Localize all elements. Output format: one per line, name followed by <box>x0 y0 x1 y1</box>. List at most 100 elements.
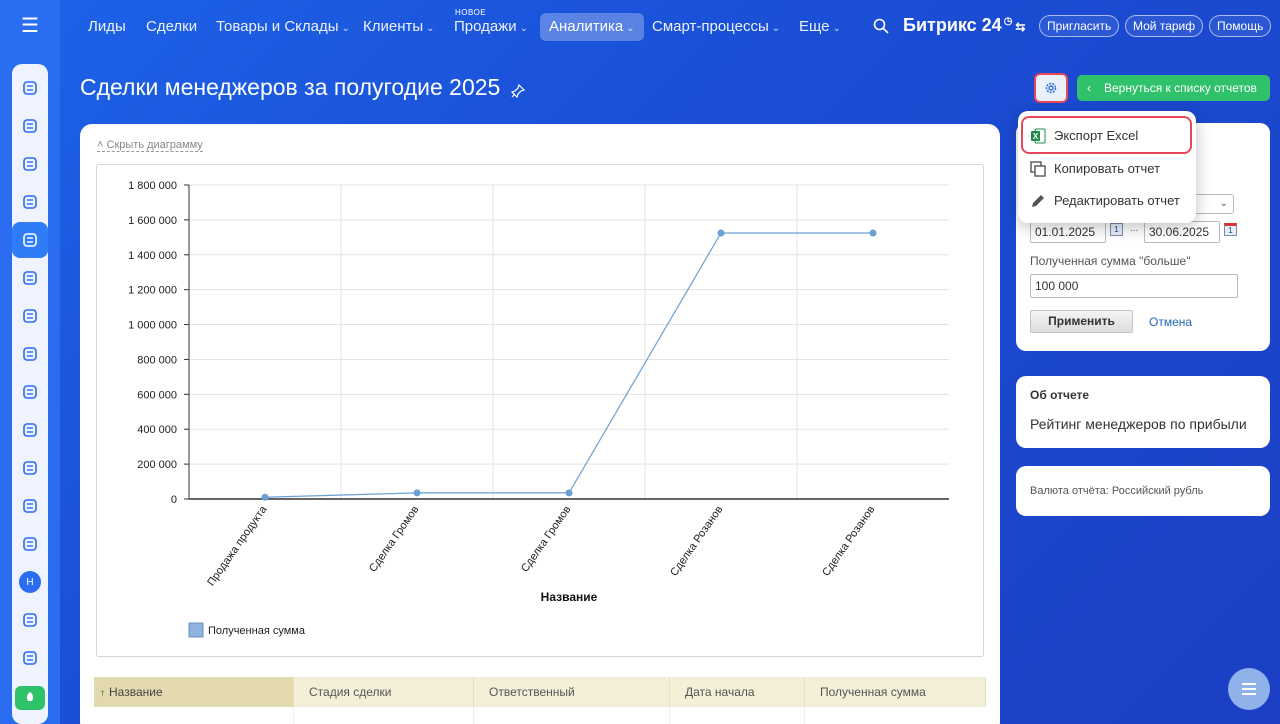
apply-button[interactable]: Применить <box>1030 310 1133 333</box>
date-from-input[interactable]: 01.01.2025 <box>1030 221 1106 243</box>
nav-item-label: Продажи <box>454 18 517 35</box>
search-icon[interactable] <box>873 18 889 34</box>
contacts-icon[interactable] <box>12 450 48 486</box>
amount-filter-label: Полученная сумма "больше" <box>1030 254 1191 268</box>
data-point <box>869 229 877 237</box>
y-tick-label: 1 600 000 <box>128 215 177 227</box>
table-cell <box>94 707 294 724</box>
nav-item-1[interactable]: Сделки <box>146 13 197 41</box>
nav-item-2[interactable]: Товары и Склады ⌄ <box>216 13 350 41</box>
nav-item-label: Товары и Склады <box>216 18 339 35</box>
back-to-reports-button[interactable]: ‹ Вернуться к списку отчетов <box>1077 75 1270 101</box>
drive-icon[interactable] <box>12 374 48 410</box>
help-button[interactable]: Помощь <box>1209 15 1272 37</box>
column-header-label: Стадия сделки <box>309 685 392 699</box>
x-tick-label: Сделка Розанов <box>820 504 877 579</box>
nav-item-7[interactable]: Еще ⌄ <box>799 13 841 41</box>
menu-item-edit-report[interactable]: Редактировать отчет <box>1030 189 1180 213</box>
calendar-icon[interactable] <box>12 260 48 296</box>
y-tick-label: 800 000 <box>137 354 177 366</box>
feed-icon[interactable] <box>12 108 48 144</box>
chevron-down-icon: ⌄ <box>519 23 529 34</box>
menu-item-export-excel[interactable]: X Экспорт Excel <box>1030 124 1138 148</box>
nav-item-3[interactable]: Клиенты ⌄ <box>363 13 435 41</box>
excel-icon: X <box>1031 128 1046 144</box>
column-header-label: Дата начала <box>685 685 755 699</box>
settings-button[interactable] <box>1034 73 1068 103</box>
cancel-link[interactable]: Отмена <box>1149 315 1193 329</box>
y-tick-label: 400 000 <box>137 424 177 436</box>
funnel-icon[interactable] <box>12 222 48 258</box>
chat-icon[interactable] <box>12 146 48 182</box>
menu-item-label: Редактировать отчет <box>1054 193 1180 208</box>
hexagon-icon[interactable] <box>12 184 48 220</box>
column-header[interactable]: Полученная сумма <box>805 677 986 707</box>
data-point <box>565 489 573 497</box>
brand-logo[interactable]: Битрикс 24 ◷ ⇆ <box>903 15 1026 35</box>
tasks-icon[interactable] <box>12 526 48 562</box>
my-plan-button[interactable]: Мой тариф <box>1125 15 1204 37</box>
user-avatar[interactable]: H <box>19 571 41 593</box>
nav-item-0[interactable]: Лиды <box>88 13 126 41</box>
about-title: Об отчете <box>1030 388 1090 402</box>
hide-chart-link[interactable]: ˄ Скрыть диаграмму <box>97 139 203 152</box>
y-tick-label: 1 400 000 <box>128 250 177 262</box>
about-panel <box>1016 376 1270 448</box>
clock-icon: ◷ <box>1003 16 1013 27</box>
column-header-label: Ответственный <box>489 685 575 699</box>
y-tick-label: 1 000 000 <box>128 320 177 332</box>
calendar-icon[interactable]: 1 <box>1224 223 1237 236</box>
schedule-icon[interactable] <box>12 602 48 638</box>
column-header-label: Полученная сумма <box>820 685 926 699</box>
list-fab-button[interactable] <box>1228 668 1270 710</box>
pin-icon[interactable] <box>511 84 525 98</box>
y-tick-label: 0 <box>171 494 177 506</box>
chevron-down-icon: ⌄ <box>1219 198 1228 209</box>
chevron-down-icon: ⌄ <box>426 23 435 34</box>
document-icon[interactable] <box>12 336 48 372</box>
x-tick-label: Продажа продукта <box>205 503 270 588</box>
nav-item-4[interactable]: Продажи ⌄ <box>454 13 528 41</box>
column-header-label: Название <box>109 685 163 699</box>
date-separator: ... <box>1130 223 1139 234</box>
robot-icon[interactable] <box>12 298 48 334</box>
settings-menu <box>1018 111 1196 223</box>
currency-text: Валюта отчёта: Российский рубль <box>1030 485 1204 497</box>
nav-item-5[interactable]: Аналитика ⌄ <box>540 13 644 41</box>
calendar-icon[interactable]: 1 <box>1110 223 1123 236</box>
column-header[interactable]: Дата начала <box>670 677 805 707</box>
activity-icon[interactable] <box>12 70 48 106</box>
svg-text:X: X <box>1033 132 1039 141</box>
column-header[interactable]: Ответственный <box>474 677 670 707</box>
chevron-down-icon: ⌄ <box>341 23 350 34</box>
menu-item-copy-report[interactable]: Копировать отчет <box>1030 157 1160 181</box>
amount-filter-input[interactable]: 100 000 <box>1030 274 1238 298</box>
new-badge: НОВОЕ <box>455 8 487 17</box>
menu-icon[interactable]: ☰ <box>21 15 39 37</box>
column-header[interactable]: Стадия сделки <box>294 677 474 707</box>
x-axis-label: Название <box>541 590 598 604</box>
sites-icon[interactable] <box>12 488 48 524</box>
y-tick-label: 1 200 000 <box>128 285 177 297</box>
nav-item-label: Сделки <box>146 18 198 35</box>
legend-label: Полученная сумма <box>208 625 306 637</box>
settings-icon[interactable] <box>12 640 48 676</box>
nav-item-label: Лиды <box>88 18 126 35</box>
chevron-left-icon: ‹ <box>1087 81 1091 95</box>
table-cell <box>474 707 670 724</box>
rocket-icon[interactable] <box>15 686 45 710</box>
data-point <box>261 493 269 501</box>
date-to-input[interactable]: 30.06.2025 <box>1144 221 1220 243</box>
menu-item-label: Экспорт Excel <box>1054 128 1139 143</box>
table-row[interactable] <box>94 707 986 724</box>
invite-button[interactable]: Пригласить <box>1039 15 1120 37</box>
column-header[interactable]: ↑ Название <box>94 677 294 707</box>
period-select[interactable]: ⌄ <box>1194 194 1234 214</box>
nav-item-label: Аналитика <box>549 18 624 35</box>
mail-icon[interactable] <box>12 412 48 448</box>
chart-container: 0 200 000 400 000 600 000 800 000 1 000 000 1 … <box>96 164 984 657</box>
nav-item-6[interactable]: Смарт-процессы ⌄ <box>652 13 780 41</box>
hide-chart-label: Скрыть диаграмму <box>106 139 203 151</box>
currency-panel <box>1016 466 1270 516</box>
switch-icon: ⇆ <box>1015 20 1026 34</box>
